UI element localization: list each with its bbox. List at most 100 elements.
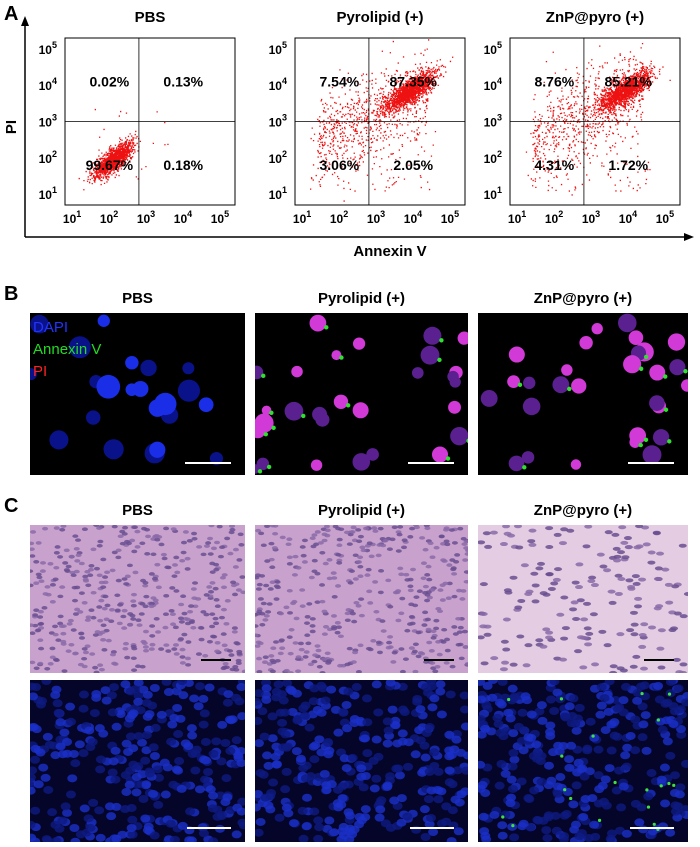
nucleus (403, 572, 410, 577)
nucleus (259, 622, 266, 627)
nuclei (478, 680, 688, 842)
nucleus (411, 649, 418, 654)
nucleus (639, 681, 650, 690)
nucleus (433, 545, 440, 550)
nucleus (236, 683, 245, 692)
nucleus (429, 555, 436, 560)
cell (642, 445, 662, 465)
nucleus (385, 578, 392, 583)
nucleus (634, 604, 643, 609)
nucleus (359, 545, 366, 550)
nucleus (370, 639, 377, 643)
nucleus (255, 613, 259, 617)
tick-exponent: 2 (558, 209, 563, 219)
nucleus (262, 618, 269, 622)
nucleus (404, 578, 411, 582)
nucleus (382, 739, 393, 748)
nucleus (341, 700, 352, 709)
nucleus (556, 612, 565, 617)
nucleus (647, 827, 658, 836)
nucleus (258, 531, 265, 536)
nucleus (85, 583, 92, 588)
nucleus (383, 726, 394, 735)
nucleus (65, 717, 76, 726)
nucleus (346, 542, 353, 546)
nucleus (299, 604, 306, 608)
nucleus (301, 538, 308, 543)
nucleus (131, 646, 138, 651)
cell (571, 378, 587, 394)
nucleus (616, 550, 625, 555)
nucleus (57, 594, 64, 599)
tick-exponent: 4 (187, 209, 192, 219)
nucleus (208, 791, 219, 800)
nucleus (230, 583, 237, 588)
nucleus (508, 784, 519, 793)
nucleus (442, 581, 449, 586)
nucleus (669, 789, 680, 798)
nucleus (262, 655, 269, 659)
nucleus (31, 725, 42, 734)
nucleus (545, 630, 554, 635)
cell (309, 314, 327, 332)
nucleus (445, 596, 452, 600)
nucleus (451, 594, 458, 599)
nucleus (204, 683, 215, 692)
nucleus (630, 632, 639, 637)
nucleus (657, 628, 666, 633)
nucleus (115, 709, 126, 718)
nucleus (571, 781, 582, 790)
tick-base: 10 (484, 43, 498, 57)
nucleus (33, 608, 40, 613)
nucleus (430, 629, 437, 634)
nucleus (335, 552, 342, 557)
nucleus (638, 825, 649, 834)
tick-label: 101 (293, 209, 311, 226)
nucleus (224, 536, 231, 541)
nucleus (337, 782, 348, 791)
nucleus (298, 764, 309, 773)
nucleus (478, 715, 486, 724)
nucleus (403, 762, 414, 771)
stain (501, 815, 505, 819)
cell (30, 314, 49, 334)
nucleus (125, 732, 136, 741)
nucleus (494, 698, 505, 707)
nucleus (422, 584, 429, 589)
nucleus (456, 588, 463, 593)
tick-label: 104 (619, 209, 637, 226)
stain (271, 425, 276, 431)
tick-exponent: 5 (52, 40, 57, 50)
nucleus (201, 756, 212, 765)
nucleus (107, 708, 118, 717)
tick-base: 10 (269, 79, 283, 93)
nucleus (134, 529, 141, 534)
nucleus (57, 621, 64, 626)
nucleus (302, 655, 309, 659)
nucleus (571, 580, 580, 585)
nucleus (292, 689, 303, 698)
nucleus (223, 622, 230, 626)
cell (617, 313, 637, 333)
nucleus (97, 618, 104, 623)
nucleus (348, 569, 355, 573)
cell (333, 394, 349, 409)
nucleus (413, 595, 420, 599)
nucleus (426, 577, 433, 582)
nucleus (499, 667, 508, 672)
nucleus (287, 611, 294, 615)
nucleus (564, 763, 575, 772)
nucleus (424, 573, 431, 577)
nucleus (309, 807, 320, 816)
tick-base: 10 (484, 152, 498, 166)
stain (672, 783, 676, 787)
nucleus (642, 542, 651, 547)
nucleus (412, 642, 419, 647)
nucleus (257, 707, 268, 716)
nucleus (241, 669, 245, 673)
nucleus (52, 624, 59, 629)
panel-label: A (4, 3, 18, 25)
nucleus (35, 541, 42, 545)
nucleus (545, 721, 556, 730)
nucleus (567, 712, 578, 721)
